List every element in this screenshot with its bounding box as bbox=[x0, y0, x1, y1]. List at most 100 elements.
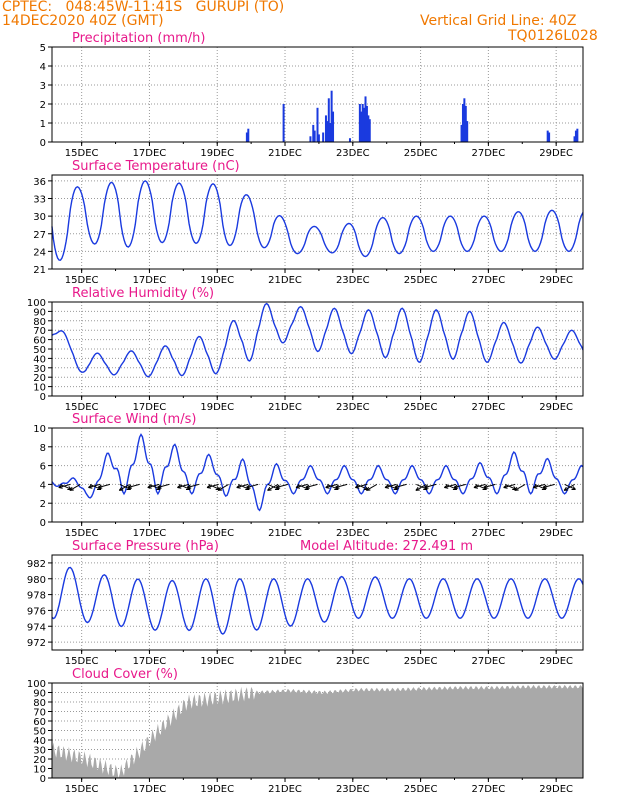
precip-bar bbox=[330, 90, 333, 142]
x-tick-label: 25DEC bbox=[404, 784, 438, 795]
panel-frame bbox=[51, 554, 584, 651]
wind-arrow-head bbox=[443, 484, 449, 489]
x-tick-label: 15DEC bbox=[65, 148, 99, 159]
precip-bar bbox=[329, 123, 332, 142]
x-tick-label: 23DEC bbox=[336, 402, 370, 413]
y-tick-label: 20 bbox=[33, 373, 46, 384]
precip-bar bbox=[365, 105, 368, 142]
precip-bar bbox=[245, 132, 248, 142]
y-tick-label: 60 bbox=[33, 336, 46, 347]
wind-arrow bbox=[473, 483, 486, 488]
panel-1: Surface Temperature (nC) 21 24 27 30 33 36 15DE… bbox=[33, 159, 584, 286]
x-tick-label: 17DEC bbox=[133, 148, 167, 159]
precip-bar bbox=[317, 134, 320, 142]
precip-bar bbox=[464, 105, 467, 142]
wind-arrow bbox=[177, 483, 190, 488]
y-tick-label: 30 bbox=[33, 746, 46, 757]
x-tick-label: 29DEC bbox=[539, 402, 573, 413]
y-tick-label: 1 bbox=[40, 119, 46, 130]
wind-arrow bbox=[187, 483, 200, 488]
wind-arrow bbox=[327, 483, 339, 490]
panel-0: Precipitation (mm/h) 0 1 2 3 4 5 15DEC 17DEC 19DE… bbox=[40, 31, 584, 159]
panel-3: Surface Wind (m/s) 0 2 4 6 8 10 15DEC 17DEC 19DEC… bbox=[33, 412, 584, 539]
x-tick-label: 29DEC bbox=[539, 784, 573, 795]
x-tick-label: 23DEC bbox=[336, 656, 370, 667]
wind-arrow-head bbox=[157, 484, 162, 489]
series-line-3 bbox=[51, 433, 584, 512]
y-tick-label: 4 bbox=[40, 62, 46, 73]
y-tick-label: 10 bbox=[33, 424, 46, 435]
wind-arrow bbox=[206, 483, 219, 488]
header-source-line: CPTEC: 048:45W-11:41S GURUPI (TO) bbox=[2, 0, 284, 14]
y-tick-label: 3 bbox=[40, 81, 46, 92]
precip-bar bbox=[322, 132, 325, 142]
wind-arrow bbox=[444, 483, 457, 488]
x-tick-label: 19DEC bbox=[200, 275, 234, 286]
x-tick-label: 23DEC bbox=[336, 275, 370, 286]
y-tick-label: 974 bbox=[27, 622, 46, 633]
wind-arrow-head bbox=[335, 484, 340, 489]
wind-arrow bbox=[505, 483, 517, 490]
x-tick-label: 29DEC bbox=[539, 275, 573, 286]
panel-title-4: Surface Pressure (hPa) bbox=[72, 539, 219, 554]
y-tick-label: 50 bbox=[33, 727, 46, 738]
panel-title-0: Precipitation (mm/h) bbox=[72, 31, 205, 46]
wind-arrow-head bbox=[118, 486, 124, 491]
wind-arrow-head bbox=[514, 486, 519, 491]
x-tick-label: 17DEC bbox=[133, 784, 167, 795]
precip-bar bbox=[461, 104, 464, 142]
wind-arrow bbox=[454, 483, 466, 488]
wind-arrow-head bbox=[295, 484, 301, 489]
x-tick-label: 29DEC bbox=[539, 148, 573, 159]
x-tick-label: 27DEC bbox=[472, 275, 506, 286]
panel-title-3: Surface Wind (m/s) bbox=[72, 412, 196, 427]
x-tick-label: 17DEC bbox=[133, 275, 167, 286]
wind-arrow bbox=[157, 483, 170, 488]
y-tick-label: 978 bbox=[27, 591, 46, 602]
wind-arrow bbox=[394, 483, 407, 488]
model-altitude: Model Altitude: 272.491 m bbox=[300, 539, 473, 554]
wind-arrow bbox=[58, 483, 71, 488]
x-tick-label: 27DEC bbox=[472, 656, 506, 667]
precip-bar bbox=[463, 98, 466, 142]
y-tick-label: 21 bbox=[33, 265, 46, 276]
wind-arrow bbox=[335, 483, 348, 488]
wind-arrow-head bbox=[384, 484, 390, 489]
wind-arrow-head bbox=[246, 484, 251, 489]
y-tick-label: 40 bbox=[33, 354, 46, 365]
wind-arrow bbox=[147, 483, 160, 488]
series-line-1 bbox=[51, 180, 584, 261]
wind-arrow bbox=[119, 483, 130, 491]
wind-arrow-head bbox=[127, 484, 132, 489]
y-tick-label: 0 bbox=[40, 774, 46, 785]
y-tick-label: 982 bbox=[27, 559, 46, 570]
x-tick-label: 27DEC bbox=[472, 784, 506, 795]
wind-arrow bbox=[543, 483, 555, 488]
panel-frame bbox=[51, 427, 584, 523]
wind-arrow bbox=[246, 483, 259, 488]
y-tick-label: 972 bbox=[27, 638, 46, 649]
y-tick-label: 80 bbox=[33, 698, 46, 709]
wind-arrow-head bbox=[88, 484, 93, 489]
y-tick-label: 70 bbox=[33, 708, 46, 719]
panel-title-5: Cloud Cover (%) bbox=[72, 667, 178, 682]
wind-arrow bbox=[276, 483, 288, 488]
precip-bar bbox=[576, 128, 579, 142]
wind-arrow-head bbox=[542, 484, 548, 489]
wind-arrow bbox=[236, 483, 249, 488]
wind-arrow-head bbox=[473, 484, 478, 489]
wind-arrow bbox=[208, 483, 220, 490]
precip-bar bbox=[247, 128, 250, 142]
x-tick-label: 25DEC bbox=[404, 528, 438, 539]
header-code: TQ0126L028 bbox=[508, 28, 598, 44]
x-tick-label: 27DEC bbox=[472, 528, 506, 539]
y-tick-label: 50 bbox=[33, 345, 46, 356]
wind-arrow bbox=[483, 483, 496, 488]
x-tick-label: 21DEC bbox=[268, 784, 302, 795]
panel-2: Relative Humidity (%) 0102030405060708090… bbox=[27, 286, 584, 413]
wind-arrow bbox=[297, 483, 309, 490]
wind-arrow-head bbox=[563, 486, 569, 491]
wind-arrow-head bbox=[267, 486, 272, 491]
x-tick-label: 17DEC bbox=[133, 656, 167, 667]
